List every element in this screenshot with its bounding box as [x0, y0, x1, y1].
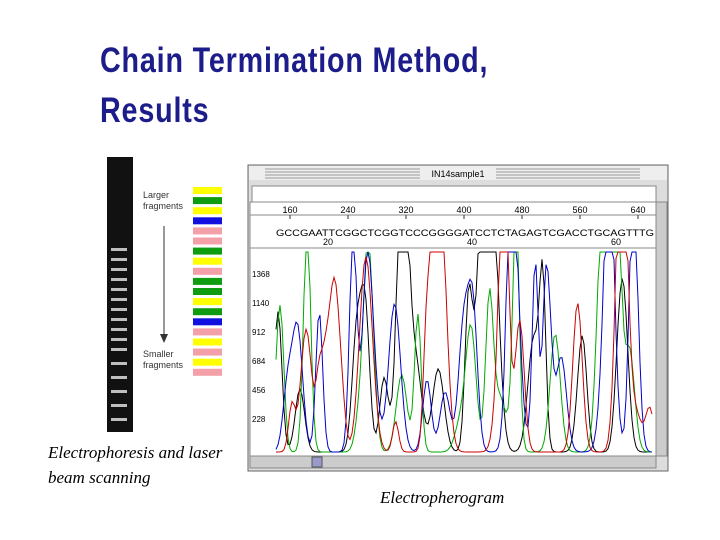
ruler-label: 640	[630, 205, 645, 215]
window-title: IN14sample1	[431, 169, 484, 179]
gel-band	[111, 258, 127, 261]
trace	[276, 251, 653, 453]
gel-band	[111, 318, 127, 321]
ruler-label: 560	[572, 205, 587, 215]
gel-band	[111, 376, 127, 379]
slide-title: Chain Termination Method, Results	[100, 41, 489, 130]
base-sequence: GCCGAATTCGGCTCGGTCCCGGGGATCCTCTAGAGTCGAC…	[276, 228, 654, 238]
ruler-label: 320	[398, 205, 413, 215]
gel-band	[111, 404, 127, 407]
fragment-bar	[193, 368, 222, 376]
gel-top-label: Larger fragments	[143, 190, 184, 211]
gel-band	[111, 362, 127, 365]
fragment-bar	[193, 257, 222, 265]
title-stripes	[265, 168, 640, 179]
y-label: 228	[252, 415, 266, 424]
fragment-bar	[193, 328, 222, 336]
y-labels: 1368 1140 912 684 456 228	[252, 270, 270, 424]
h-scrollbar	[249, 455, 657, 469]
trace	[275, 251, 652, 453]
fragment-bar	[193, 237, 222, 245]
gel-band	[111, 348, 127, 351]
fragment-bar	[193, 308, 222, 316]
fragment-bar	[193, 207, 222, 215]
gel-band	[111, 278, 127, 281]
y-label: 1140	[252, 299, 270, 308]
fragment-bar	[193, 187, 222, 194]
y-label: 1368	[252, 270, 270, 279]
title-bar	[249, 166, 667, 180]
gel-band	[111, 288, 127, 291]
sequence-position: 60	[611, 237, 621, 247]
left-caption: Electrophoresis and laser beam scanning	[48, 443, 223, 487]
toolbar	[251, 185, 657, 203]
gel-band	[111, 268, 127, 271]
ruler-label: 240	[340, 205, 355, 215]
fragment-bar	[193, 298, 222, 306]
fragment-bar	[193, 197, 222, 205]
trace	[275, 251, 653, 453]
gel-band	[111, 418, 127, 421]
fragment-bar	[193, 348, 222, 356]
title-bg	[420, 167, 496, 179]
gel-band	[111, 308, 127, 311]
trace-panel	[249, 201, 657, 457]
fragment-bar	[193, 318, 222, 326]
y-label: 456	[252, 386, 266, 395]
traces	[275, 251, 653, 453]
fragment-bar	[193, 277, 222, 285]
arrow-head	[160, 334, 168, 343]
fragment-bar	[193, 227, 222, 235]
sequence-position: 20	[323, 237, 333, 247]
y-label: 912	[252, 328, 266, 337]
fragment-bar	[193, 338, 222, 346]
gel-band	[111, 338, 127, 341]
trace	[275, 251, 652, 453]
v-scrollbar	[655, 201, 668, 457]
ruler-label: 480	[514, 205, 529, 215]
gel-bands	[111, 248, 127, 421]
color-bars	[193, 187, 222, 376]
app-window	[247, 164, 669, 472]
gel-band	[111, 328, 127, 331]
ruler-label: 400	[456, 205, 471, 215]
fragment-bar	[193, 288, 222, 295]
gel-band	[111, 248, 127, 251]
fragment-bar	[193, 267, 222, 275]
gel-band	[111, 390, 127, 393]
sequence-position: 40	[467, 237, 477, 247]
y-label: 684	[252, 357, 266, 366]
fragment-bar	[193, 358, 222, 366]
scroll-thumb	[311, 456, 323, 468]
gel-band	[111, 298, 127, 301]
ruler-label: 160	[282, 205, 297, 215]
gel-image	[107, 157, 133, 432]
ruler: 160 240 320 400 480 560 640	[282, 205, 646, 219]
fragment-bar	[193, 247, 222, 255]
fragment-bar	[193, 217, 222, 225]
gel-bottom-label: Smaller fragments	[143, 349, 184, 370]
sequence: GCCGAATTCGGCTCGGTCCCGGGGATCCTCTAGAGTCGAC…	[276, 228, 654, 247]
right-caption: Electropherogram	[380, 488, 505, 507]
